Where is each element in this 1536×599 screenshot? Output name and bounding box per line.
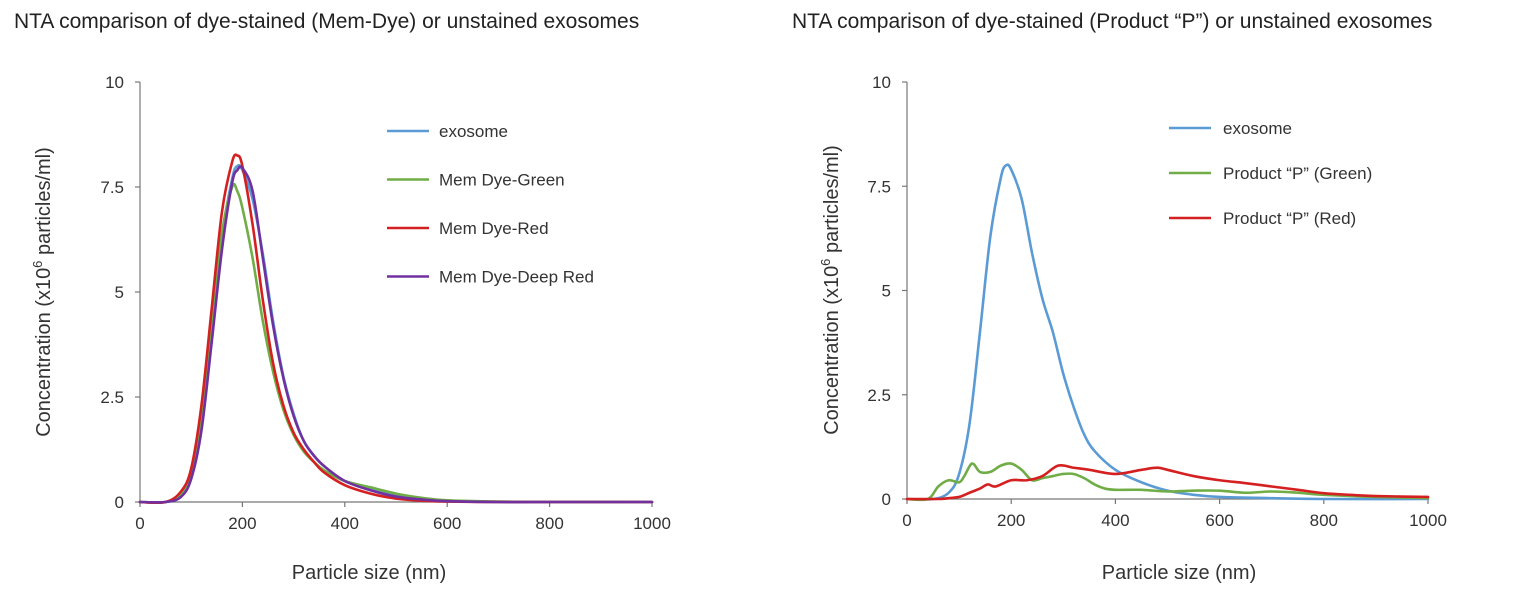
legend-label: Product “P” (Red) bbox=[1223, 209, 1356, 228]
x-tick-label: 800 bbox=[535, 514, 563, 533]
x-tick-label: 400 bbox=[1101, 511, 1129, 530]
series-line bbox=[905, 463, 1430, 501]
series-line bbox=[905, 163, 1430, 501]
y-tick-label: 5 bbox=[115, 283, 124, 302]
chart-legend: exosome Mem Dye-Green Mem Dye-Red Mem Dye-D… bbox=[387, 122, 594, 287]
x-tick-label: 800 bbox=[1310, 511, 1338, 530]
x-tick-label: 600 bbox=[433, 514, 461, 533]
x-tick-label: 1000 bbox=[633, 514, 671, 533]
y-tick-label: 7.5 bbox=[867, 177, 891, 196]
chart-title: NTA comparison of dye-stained (Product “… bbox=[792, 10, 1433, 33]
x-tick-label: 1000 bbox=[1409, 511, 1447, 530]
y-axis-label: Concentration (x106 particles/ml) bbox=[30, 147, 55, 437]
y-tick-label: 2.5 bbox=[867, 386, 891, 405]
x-tick-label: 400 bbox=[331, 514, 359, 533]
chart-title: NTA comparison of dye-stained (Mem-Dye) … bbox=[14, 10, 640, 33]
x-axis-label: Particle size (nm) bbox=[1102, 562, 1256, 584]
x-axis-label: Particle size (nm) bbox=[292, 562, 446, 584]
y-tick-label: 10 bbox=[872, 73, 891, 92]
legend-label: Mem Dye-Green bbox=[439, 171, 565, 190]
legend-label: Mem Dye-Red bbox=[439, 219, 549, 238]
legend-label: Mem Dye-Deep Red bbox=[439, 268, 594, 287]
legend-label: Product “P” (Green) bbox=[1223, 164, 1372, 183]
y-tick-label: 7.5 bbox=[100, 178, 124, 197]
y-tick-label: 10 bbox=[105, 73, 124, 92]
chart-legend: exosome Product “P” (Green) Product “P” (R… bbox=[1169, 119, 1372, 228]
chart-mem-dye: 0 200 400 600 800 1000 0 2.5 5 7.5 10 Particle size… bbox=[30, 73, 671, 584]
y-axis-label: Concentration (x106 particles/ml) bbox=[818, 145, 843, 435]
legend-label: exosome bbox=[439, 122, 508, 141]
y-tick-label: 0 bbox=[882, 490, 891, 509]
series-line bbox=[905, 462, 1430, 502]
series-line bbox=[138, 163, 654, 504]
y-tick-label: 0 bbox=[115, 493, 124, 512]
series-line bbox=[138, 153, 654, 505]
x-tick-label: 200 bbox=[228, 514, 256, 533]
chart-product-p: 0 200 400 600 800 1000 0 2.5 5 7.5 10 Particle size… bbox=[818, 73, 1447, 584]
x-tick-label: 600 bbox=[1205, 511, 1233, 530]
chart-panel-mem-dye: NTA comparison of dye-stained (Mem-Dye) … bbox=[14, 10, 671, 584]
chart-panel-product-p: NTA comparison of dye-stained (Product “… bbox=[768, 0, 1536, 599]
y-tick-label: 2.5 bbox=[100, 388, 124, 407]
legend-label: exosome bbox=[1223, 119, 1292, 138]
series-line bbox=[138, 182, 654, 504]
x-tick-label: 0 bbox=[135, 514, 144, 533]
y-tick-label: 5 bbox=[882, 282, 891, 301]
x-tick-label: 200 bbox=[997, 511, 1025, 530]
x-tick-label: 0 bbox=[902, 511, 911, 530]
series-line bbox=[138, 165, 654, 504]
